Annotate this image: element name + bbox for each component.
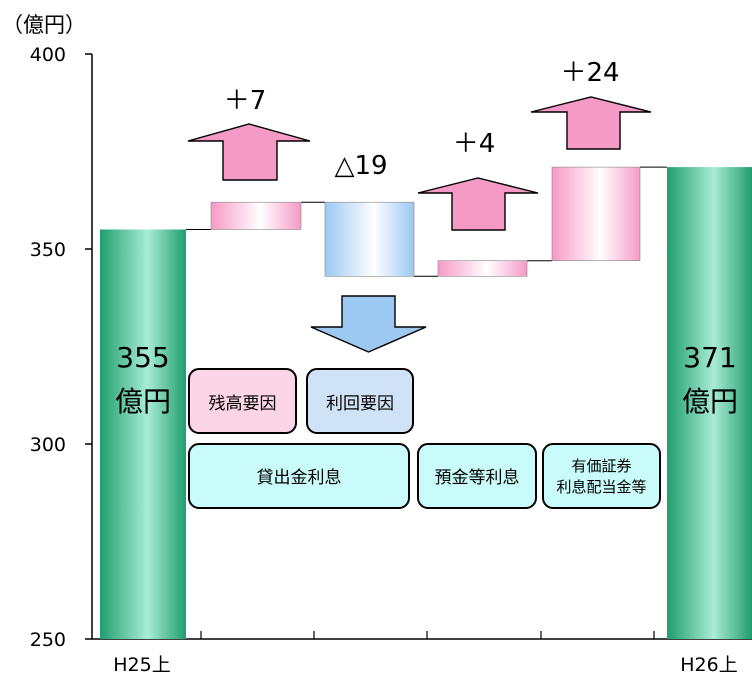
increase-arrow [417, 177, 539, 231]
category-securities-label-2: 利息配当金等 [556, 478, 646, 496]
category-loans-label: 貸出金利息 [257, 468, 342, 488]
category-securities-label-1: 有価証券 [571, 457, 631, 475]
increase-arrow [530, 96, 652, 150]
increase-arrow [187, 123, 311, 181]
x-tick-label: H26上 [680, 654, 737, 676]
step-bar [437, 260, 528, 277]
total-unit-label: 億円 [682, 385, 738, 418]
step-bar [324, 201, 415, 277]
y-tick-label: 350 [30, 239, 66, 261]
legend-rate-factor-label: 利回要因 [326, 394, 394, 414]
legend-volume-factor-label: 残高要因 [209, 394, 277, 414]
total-unit-label: 億円 [115, 385, 171, 418]
total-bar [100, 229, 186, 639]
y-unit-label: （億円） [2, 13, 86, 37]
step-value-label: ＋24 [560, 58, 619, 88]
decrease-arrow [310, 295, 427, 353]
y-tick-label: 400 [30, 44, 66, 66]
category-deposits-label: 預金等利息 [435, 468, 520, 488]
total-value-label: 371 [683, 341, 736, 374]
total-value-label: 355 [116, 341, 169, 374]
legend-volume-factor: 残高要因 [188, 368, 297, 434]
step-bar [210, 201, 302, 230]
y-tick-label: 300 [30, 434, 66, 456]
category-box-loans: 貸出金利息 [188, 443, 410, 509]
step-bar [551, 166, 641, 262]
category-box-securities: 有価証券 利息配当金等 [542, 443, 661, 509]
x-tick-label: H25上 [113, 654, 170, 676]
total-bar [667, 167, 752, 639]
step-value-label: ＋7 [224, 86, 267, 116]
category-box-deposits: 預金等利息 [417, 443, 537, 509]
step-value-label: ＋4 [453, 129, 496, 159]
y-tick-label: 250 [30, 629, 66, 651]
legend-rate-factor: 利回要因 [306, 368, 414, 434]
step-value-label: △19 [334, 151, 387, 181]
